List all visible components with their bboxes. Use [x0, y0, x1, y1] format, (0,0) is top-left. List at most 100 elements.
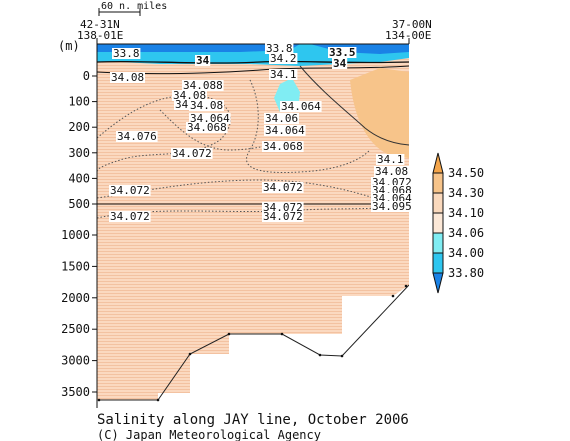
contour-label: 34.2 — [269, 52, 298, 65]
contour-label: 34.08 — [189, 99, 224, 112]
contour-line-34-surface — [97, 60, 409, 64]
seabed-profile-line — [99, 284, 409, 401]
svg-text:34.08: 34.08 — [173, 89, 206, 102]
colorbar-segment — [432, 232, 444, 254]
right-station-lat: 37-00N — [392, 18, 432, 31]
colorbar-segment — [432, 272, 444, 294]
contour-label: 34 — [195, 54, 211, 67]
scale-bar-label: 60 n. miles — [101, 1, 167, 12]
credit-text: (C) Japan Meteorological Agency — [97, 428, 321, 441]
svg-text:34.06: 34.06 — [265, 112, 298, 125]
station-bottom-point — [318, 353, 322, 357]
y-tick-label: 1000 — [61, 228, 90, 242]
svg-text:34.1: 34.1 — [270, 68, 297, 81]
svg-text:34.064: 34.064 — [281, 100, 321, 113]
svg-text:34.076: 34.076 — [117, 130, 157, 143]
svg-text:34.072: 34.072 — [172, 147, 212, 160]
svg-text:34.08: 34.08 — [190, 99, 223, 112]
contour-label: 34.068 — [186, 121, 228, 134]
y-axis-unit-label: (m) — [58, 39, 80, 53]
station-bottom-point — [97, 398, 101, 402]
contour-label: 34.072 — [262, 201, 304, 214]
y-tick-label: 3000 — [61, 354, 90, 368]
y-tick-label: 0 — [83, 69, 90, 83]
left-station-lon: 138-01E — [77, 29, 123, 42]
svg-text:34.072: 34.072 — [110, 210, 150, 223]
y-tick-label: 400 — [68, 171, 90, 185]
svg-text:34.2: 34.2 — [270, 52, 297, 65]
station-bottom-point — [404, 284, 408, 288]
contour-label: 34.072 — [262, 181, 304, 194]
right-station-lon: 134-00E — [385, 29, 431, 42]
contour-label: 34.072 — [109, 184, 151, 197]
contour-label: 34 — [332, 57, 348, 70]
colorbar-segment — [432, 192, 444, 214]
contour-label: 34.08 — [110, 71, 145, 84]
station-bottom-point — [156, 398, 160, 402]
y-tick-label: 100 — [68, 95, 90, 109]
svg-text:33.8: 33.8 — [266, 42, 293, 55]
colorbar-level-label: 33.80 — [448, 266, 484, 280]
svg-text:34.072: 34.072 — [110, 184, 150, 197]
section-plot-area — [96, 38, 410, 408]
contour-label: 34.08 — [172, 89, 207, 102]
contour-label: 34.06 — [264, 112, 299, 125]
svg-text:34.064: 34.064 — [190, 112, 230, 125]
contour-label: 33.8 — [112, 47, 141, 60]
fresh-core-2 — [310, 44, 409, 54]
chart-title: Salinity along JAY line, October 2006 — [97, 412, 409, 428]
y-tick-label: 1500 — [61, 259, 90, 273]
contour-line-34-2 — [299, 65, 409, 146]
seabed-mask — [97, 334, 409, 408]
svg-text:33.5: 33.5 — [329, 46, 356, 59]
svg-text:34.072: 34.072 — [263, 210, 303, 223]
svg-text:34.095: 34.095 — [372, 200, 412, 213]
svg-text:34.072: 34.072 — [263, 181, 303, 194]
svg-text:34.064: 34.064 — [265, 124, 305, 137]
contour-label: 33.8 — [265, 42, 294, 55]
station-bottom-point — [340, 354, 344, 358]
contour-label: 34.1 — [376, 153, 405, 166]
svg-text:34.068: 34.068 — [187, 121, 227, 134]
svg-text:34: 34 — [196, 54, 210, 67]
left-station-lat: 42-31N — [80, 18, 120, 31]
colorbar-level-label: 34.30 — [448, 186, 484, 200]
svg-text:34.08: 34.08 — [111, 71, 144, 84]
station-bottom-point — [188, 352, 192, 356]
deep-orange-region — [350, 68, 409, 158]
svg-text:34.08: 34.08 — [375, 165, 408, 178]
colorbar-level-label: 34.00 — [448, 246, 484, 260]
dotted-contour-2 — [97, 179, 381, 201]
colorbar: 34.50 34.30 34.10 34.06 34.00 33.80 — [432, 152, 484, 294]
svg-text:34.068: 34.068 — [263, 140, 303, 153]
station-bottom-point — [391, 294, 395, 298]
scale-bar: 60 n. miles — [98, 1, 167, 16]
colorbar-segment — [432, 212, 444, 234]
dotted-contour-1 — [97, 94, 231, 173]
contour-label: 34.072 — [262, 210, 304, 223]
colorbar-segment — [432, 252, 444, 274]
y-tick-label: 3500 — [61, 385, 90, 399]
y-tick-group: 0 100 200 300 400 500 1000 1500 2000 2500 3000 3500 — [61, 69, 97, 399]
colorbar-level-label: 34.10 — [448, 206, 484, 220]
seabed-mask-right — [342, 285, 409, 351]
y-tick-label: 2500 — [61, 322, 90, 336]
colorbar-level-label: 34.50 — [448, 166, 484, 180]
svg-text:34.072: 34.072 — [263, 201, 303, 214]
svg-text:33.8: 33.8 — [113, 47, 140, 60]
colorbar-segment — [432, 172, 444, 194]
contour-label: 34.095 — [371, 200, 413, 213]
contour-line-34-1 — [97, 65, 409, 75]
y-tick-label: 500 — [68, 197, 90, 211]
svg-text:34: 34 — [333, 57, 347, 70]
contour-label: 34.088 — [182, 79, 224, 92]
colorbar-level-label: 34.06 — [448, 226, 484, 240]
contour-label: 34.064 — [264, 124, 306, 137]
y-tick-label: 300 — [68, 146, 90, 160]
contour-label: 34.072 — [109, 210, 151, 223]
colorbar-segment — [432, 152, 444, 174]
contour-label: 34.1 — [269, 68, 298, 81]
freshest-surface-core — [97, 44, 300, 52]
